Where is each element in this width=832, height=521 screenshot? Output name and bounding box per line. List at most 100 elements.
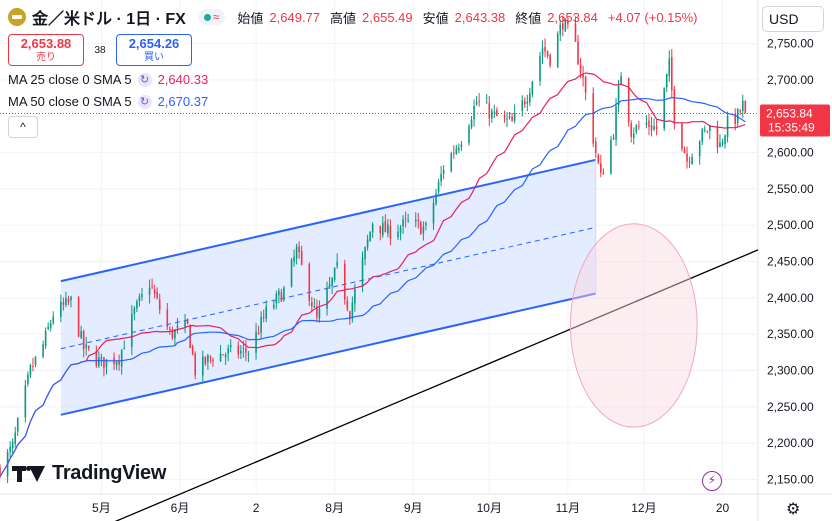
candle-body [399,227,402,233]
candle-body [653,126,655,130]
candle-body [544,46,546,52]
symbol-title[interactable]: 金／米ドル · 1日 · FX [32,11,186,28]
market-status-badge[interactable]: ≈ [197,9,226,25]
candle-body [298,246,300,252]
y-tick-label: 2,350.00 [767,327,814,341]
candle-body [503,115,506,117]
candle-body [47,326,49,329]
candle-body [346,300,349,310]
last-price-box [760,104,830,137]
candle-body [665,73,668,88]
candle-body [620,76,622,86]
candle-body [174,329,176,339]
candle-body [663,87,666,129]
spread-value: 38 [94,44,106,56]
candle-body [739,110,742,112]
indicator-ma25[interactable]: MA 25 close 0 SMA 5 ↻ 2,640.33 [8,71,702,88]
candle-body [118,360,120,365]
price-scale-panel [758,0,832,521]
candle-body [98,357,100,366]
candle-body [62,301,65,305]
cycle-icon[interactable]: ↻ [137,94,152,109]
candle-body [559,24,562,35]
candle-body [549,54,551,66]
indicator-ma50[interactable]: MA 50 close 0 SMA 5 ↻ 2,670.37 [8,93,702,110]
candle-body [734,114,736,125]
y-tick-label: 2,400.00 [767,291,814,305]
candle-body [721,142,724,144]
y-axis: 2,150.00 2,200.00 2,250.00 2,300.00 2,350.00… [767,37,814,487]
candle-body [262,317,265,319]
candle-body [212,359,214,362]
candle-body [470,119,473,128]
sell-button[interactable]: 2,653.88 売り [8,34,84,66]
candle-body [635,125,638,133]
candle-body [442,170,445,174]
candle-body [673,88,676,124]
candle-body [24,385,27,418]
brand-name: TradingView [52,462,167,484]
x-axis: 5月 6月 2 8月 9月 10月 11月 12月 20 [92,501,729,515]
candle-body [582,73,584,78]
candle-body [698,141,701,157]
candle-body [209,356,212,358]
candle-body [151,286,153,288]
collapse-legend-button[interactable]: ^ [8,116,38,138]
buy-label: 買い [144,52,164,63]
lightning-icon[interactable]: ⚡ [702,471,722,491]
currency-select[interactable]: USD [762,6,824,32]
candle-body [597,154,600,163]
channel-upper-line [60,158,596,283]
candle-body [681,123,683,149]
sell-price: 2,653.88 [20,36,72,51]
candle-body [354,288,356,304]
candle-body [16,418,19,432]
candle-body [584,76,587,93]
candle-body [247,353,250,355]
cycle-icon[interactable]: ↻ [137,72,152,87]
candle-body [204,356,207,364]
candle-body [648,120,650,128]
candle-body [683,149,686,154]
candle-body [508,116,511,118]
candle-body [521,100,524,111]
channel-lower-line [60,292,596,416]
candle-body [460,144,463,148]
candle-body [452,152,455,154]
y-tick-label: 2,150.00 [767,472,814,486]
tradingview-logo[interactable]: TradingView [12,462,166,485]
candle-body [131,313,133,347]
candle-body [293,256,295,262]
candle-body [478,100,480,102]
candle-body [333,267,336,280]
candle-body [387,224,389,234]
candle-body [402,219,404,227]
candle-body [691,156,693,165]
circle-annotation [569,223,698,428]
candle-body [11,441,14,449]
gear-icon[interactable]: ⚙ [786,501,801,518]
candle-body [87,345,90,349]
drawing-overlays [60,158,759,521]
candle-body [475,101,478,105]
candle-body [326,289,328,309]
candle-body [630,123,633,137]
candle-body [650,125,653,131]
buy-button[interactable]: 2,654.26 買い [116,34,192,66]
x-tick-label: 20 [716,501,730,515]
chevron-up-icon: ^ [20,120,26,134]
candle-body [9,447,11,452]
candle-body [222,354,224,356]
candle-body [67,298,70,302]
candle-body [488,103,491,119]
candle-body [496,109,498,116]
candle-body [513,112,516,121]
candle-body [123,348,126,350]
trade-row: 2,653.88 売り 38 2,654.26 買い [8,34,702,66]
candle-body [382,222,384,235]
candle-body [577,41,579,65]
ohlc-close-value: 2,653.84 [547,9,598,25]
candle-body [82,330,85,350]
